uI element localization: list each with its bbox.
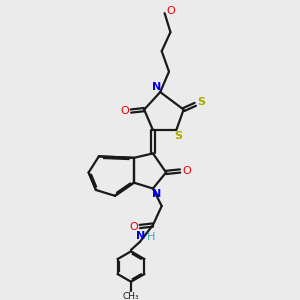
Text: O: O — [182, 166, 191, 176]
Text: O: O — [120, 106, 129, 116]
Text: N: N — [152, 189, 161, 199]
Text: N: N — [152, 82, 161, 92]
Text: CH₃: CH₃ — [123, 292, 139, 300]
Text: O: O — [129, 221, 138, 232]
Text: S: S — [174, 131, 182, 142]
Text: O: O — [167, 6, 176, 16]
Text: H: H — [147, 232, 155, 242]
Text: S: S — [197, 97, 205, 107]
Text: N: N — [136, 231, 145, 241]
